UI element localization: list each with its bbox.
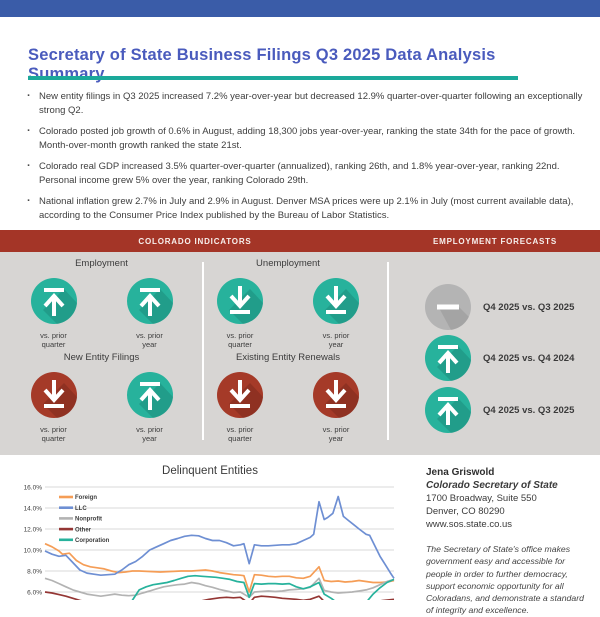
indicator-label: vs. prior quarter [40, 425, 67, 443]
legend-label: LLC [75, 506, 87, 512]
panel-divider [387, 262, 389, 440]
y-axis-tick: 10.0% [24, 547, 43, 554]
indicators-header: COLORADO INDICATORS [138, 236, 252, 246]
indicator-label: vs. prior quarter [40, 331, 67, 349]
indicator-title: Unemployment [256, 258, 320, 269]
contact-block: Jena Griswold Colorado Secretary of Stat… [426, 466, 590, 617]
contact-role: Colorado Secretary of State [426, 480, 558, 491]
line-chart: 16.0% 14.0% 12.0% 10.0% 8.0% 6.0% Foreign LLC No… [24, 484, 395, 600]
legend-label: Nonprofit [75, 517, 102, 523]
indicator-item: vs. prior quarter [23, 372, 85, 443]
summary-bullet: Colorado real GDP increased 3.5% quarter… [26, 160, 591, 187]
chart-title: Delinquent Entities [162, 465, 258, 477]
trend-up-icon [126, 278, 173, 324]
indicator-item: vs. prior year [305, 278, 367, 349]
forecast-row: Q4 2025 vs. Q4 2024 [425, 335, 574, 381]
trend-neutral-icon [425, 284, 471, 330]
contact-address2: Denver, CO 80290 [426, 506, 505, 517]
series-line-nonprofit [44, 577, 395, 599]
trend-up-icon [126, 372, 173, 418]
title-underline [28, 76, 518, 80]
delinquent-entities-chart: Delinquent Entities 16.0% 14.0% 12.0% 10.0%… [15, 465, 405, 600]
panel-divider [202, 262, 204, 440]
y-axis-tick: 14.0% [24, 505, 43, 512]
indicator-item: vs. prior quarter [209, 278, 271, 349]
indicator-title: Employment [75, 258, 128, 269]
indicator-label: vs. prior year [322, 331, 350, 349]
top-banner [0, 0, 600, 17]
mission-statement: The Secretary of State's office makes go… [426, 544, 584, 616]
indicator-section: Employment vs. prior quarter vs. prior yea… [0, 258, 203, 349]
trend-up-icon [425, 335, 471, 381]
indicator-label: vs. prior year [136, 425, 163, 443]
contact-website: www.sos.state.co.us [426, 519, 513, 530]
y-axis-tick: 6.0% [27, 589, 42, 596]
trend-down-icon [217, 278, 263, 324]
trend-up-icon [425, 387, 471, 433]
indicator-label: vs. prior year [136, 331, 163, 349]
forecast-label: Q4 2025 vs. Q3 2025 [483, 301, 575, 313]
summary-bullet: National inflation grew 2.7% in July and… [26, 195, 591, 222]
indicator-label: vs. prior year [322, 425, 350, 443]
series-line-other [44, 591, 395, 600]
indicators-panel [0, 252, 600, 455]
y-axis-tick: 12.0% [24, 526, 43, 533]
section-header-bar: COLORADO INDICATORS EMPLOYMENT FORECASTS [0, 230, 600, 252]
series-line-corporation [131, 574, 395, 600]
indicator-item: vs. prior quarter [209, 372, 271, 443]
legend-label: Other [75, 527, 92, 533]
indicator-label: vs. prior quarter [226, 425, 254, 443]
indicator-section: Unemployment vs. prior quarter vs. prior y… [203, 258, 373, 349]
summary-bullet: New entity filings in Q3 2025 increased … [26, 90, 591, 117]
trend-down-icon [313, 278, 359, 324]
series-line-llc [44, 495, 395, 579]
indicator-title: New Entity Filings [63, 352, 140, 363]
indicator-section: Existing Entity Renewals vs. prior quarte… [203, 352, 373, 443]
indicator-item: vs. prior quarter [23, 278, 85, 349]
indicator-item: vs. prior year [305, 372, 367, 443]
forecasts-header: EMPLOYMENT FORECASTS [432, 236, 557, 246]
forecast-label: Q4 2025 vs. Q3 2025 [483, 404, 575, 416]
forecast-row: Q4 2025 vs. Q3 2025 [425, 387, 574, 433]
indicator-item: vs. prior year [119, 372, 181, 443]
trend-down-icon [30, 372, 77, 418]
legend-label: Foreign [75, 495, 97, 501]
contact-name: Jena Griswold [426, 467, 495, 478]
series-line-foreign [44, 542, 395, 593]
indicator-title: Existing Entity Renewals [235, 352, 341, 363]
trend-down-icon [217, 372, 263, 418]
summary-bullet: Colorado posted job growth of 0.6% in Au… [26, 125, 591, 152]
trend-up-icon [30, 278, 77, 324]
legend-label: Corporation [75, 538, 110, 544]
y-axis-tick: 8.0% [27, 568, 42, 575]
indicator-label: vs. prior quarter [226, 331, 254, 349]
forecast-row: Q4 2025 vs. Q3 2025 [425, 284, 574, 330]
forecast-label: Q4 2025 vs. Q4 2024 [483, 352, 575, 364]
y-axis-tick: 16.0% [24, 484, 43, 491]
contact-address1: 1700 Broadway, Suite 550 [426, 493, 537, 504]
trend-down-icon [313, 372, 359, 418]
summary-bullets: New entity filings in Q3 2025 increased … [26, 90, 586, 230]
indicator-item: vs. prior year [119, 278, 181, 349]
indicator-section: New Entity Filings vs. prior quarter vs. p… [0, 352, 203, 443]
